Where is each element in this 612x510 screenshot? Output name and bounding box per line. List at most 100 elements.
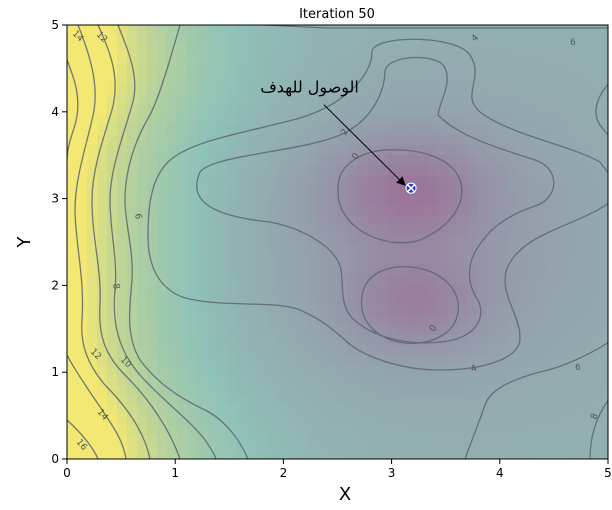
heatmap-cell xyxy=(327,85,338,96)
heatmap-cell xyxy=(577,375,588,386)
heatmap-cell xyxy=(87,355,98,366)
heatmap-cell xyxy=(347,35,358,46)
heatmap-cell xyxy=(207,45,218,56)
heatmap-cell xyxy=(477,275,488,286)
heatmap-cell xyxy=(107,305,118,316)
heatmap-cell xyxy=(497,105,508,116)
heatmap-cell xyxy=(577,35,588,46)
heatmap-cell xyxy=(257,35,268,46)
heatmap-cell xyxy=(187,375,198,386)
heatmap-cell xyxy=(167,135,178,146)
heatmap-cell xyxy=(597,225,608,236)
heatmap-cell xyxy=(277,75,288,86)
heatmap-cell xyxy=(147,25,158,36)
heatmap-cell xyxy=(587,415,598,426)
heatmap-cell xyxy=(437,345,448,356)
heatmap-cell xyxy=(487,385,498,396)
heatmap-cell xyxy=(347,385,358,396)
heatmap-cell xyxy=(267,455,278,459)
heatmap-cell xyxy=(137,45,148,56)
heatmap-cell xyxy=(87,145,98,156)
heatmap-cell xyxy=(487,195,498,206)
heatmap-cell xyxy=(577,385,588,396)
heatmap-cell xyxy=(107,255,118,266)
heatmap-cell xyxy=(397,295,408,306)
heatmap-cell xyxy=(357,65,368,76)
heatmap-cell xyxy=(347,405,358,416)
heatmap-cell xyxy=(257,315,268,326)
heatmap-cell xyxy=(77,165,88,176)
y-axis-label: Y xyxy=(14,236,35,249)
heatmap-cell xyxy=(137,355,148,366)
heatmap-cell xyxy=(547,385,558,396)
heatmap-cell xyxy=(527,265,538,276)
heatmap-cell xyxy=(467,195,478,206)
heatmap-cell xyxy=(77,175,88,186)
heatmap-cell xyxy=(397,185,408,196)
heatmap-cell xyxy=(457,315,468,326)
heatmap-cell xyxy=(567,125,578,136)
heatmap-cell xyxy=(137,195,148,206)
heatmap-cell xyxy=(427,55,438,66)
heatmap-cell xyxy=(567,115,578,126)
heatmap-cell xyxy=(97,105,108,116)
heatmap-cell xyxy=(477,155,488,166)
heatmap-cell xyxy=(497,395,508,406)
heatmap-cell xyxy=(187,315,198,326)
heatmap-cell xyxy=(487,315,498,326)
heatmap-cell xyxy=(377,175,388,186)
heatmap-cell xyxy=(97,65,108,76)
heatmap-cell xyxy=(467,165,478,176)
heatmap-cell xyxy=(297,185,308,196)
heatmap-cell xyxy=(287,25,298,36)
heatmap-cell xyxy=(447,355,458,366)
heatmap-cell xyxy=(527,275,538,286)
heatmap-cell xyxy=(257,335,268,346)
heatmap-cell xyxy=(317,365,328,376)
heatmap-cell xyxy=(277,165,288,176)
heatmap-cell xyxy=(507,115,518,126)
heatmap-cell xyxy=(417,225,428,236)
heatmap-cell xyxy=(137,215,148,226)
heatmap-cell xyxy=(567,305,578,316)
heatmap-cell xyxy=(407,25,418,36)
heatmap-cell xyxy=(557,365,568,376)
heatmap-cell xyxy=(547,345,558,356)
heatmap-cell xyxy=(597,305,608,316)
heatmap-cell xyxy=(107,365,118,376)
heatmap-cell xyxy=(587,135,598,146)
heatmap-cell xyxy=(487,75,498,86)
heatmap-cell xyxy=(227,335,238,346)
heatmap-cell xyxy=(187,35,198,46)
heatmap-cell xyxy=(207,235,218,246)
heatmap-cell xyxy=(437,325,448,336)
heatmap-cell xyxy=(337,105,348,116)
heatmap-cell xyxy=(467,205,478,216)
heatmap-cell xyxy=(277,115,288,126)
heatmap-cell xyxy=(277,275,288,286)
heatmap-cell xyxy=(467,305,478,316)
heatmap-cell xyxy=(207,405,218,416)
heatmap-cell xyxy=(247,395,258,406)
heatmap-cell xyxy=(377,185,388,196)
heatmap-cell xyxy=(217,65,228,76)
heatmap-cell xyxy=(347,185,358,196)
heatmap-cell xyxy=(297,195,308,206)
heatmap-cell xyxy=(357,35,368,46)
heatmap-cell xyxy=(547,335,558,346)
heatmap-cell xyxy=(387,85,398,96)
heatmap-cell xyxy=(387,175,398,186)
heatmap-cell xyxy=(87,405,98,416)
heatmap-cell xyxy=(527,195,538,206)
heatmap-cell xyxy=(167,335,178,346)
heatmap-cell xyxy=(297,265,308,276)
heatmap-cell xyxy=(257,45,268,56)
heatmap-cell xyxy=(587,165,598,176)
heatmap-cell xyxy=(287,375,298,386)
heatmap-cell xyxy=(97,455,108,459)
heatmap-cell xyxy=(127,75,138,86)
heatmap-cell xyxy=(97,55,108,66)
heatmap-cell xyxy=(237,195,248,206)
heatmap-cell xyxy=(97,285,108,296)
heatmap-cell xyxy=(427,75,438,86)
